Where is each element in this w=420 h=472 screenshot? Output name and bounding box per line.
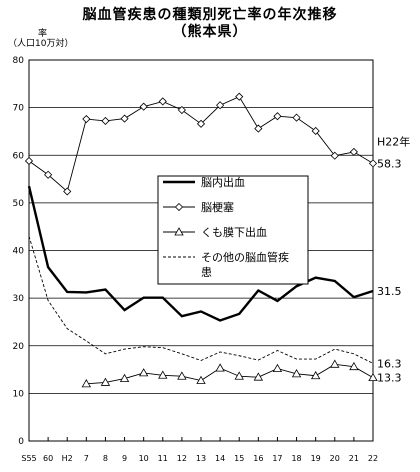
series-line	[28, 236, 374, 364]
data-point	[254, 124, 263, 133]
x-tick-label: S55	[21, 454, 36, 463]
data-point	[368, 372, 378, 382]
x-tick-label: 60	[43, 454, 53, 463]
y-axis-ticks: 0 10 20 30 40 50 60 70 80	[13, 56, 25, 447]
x-tick-label: 14	[215, 454, 225, 463]
data-point	[368, 159, 378, 168]
data-point	[272, 363, 283, 373]
chart-subtitle: （熊本県）	[172, 24, 248, 40]
data-point	[291, 369, 302, 378]
y-axis-label: 率	[38, 29, 48, 39]
y-tick-label: 0	[18, 437, 24, 447]
legend-label: くも膜下出血	[201, 225, 267, 239]
data-point	[235, 92, 244, 101]
end-labels: 31.5 58.3 13.3 16.3 H22年	[377, 134, 410, 384]
data-point	[310, 370, 321, 380]
series-line	[27, 185, 374, 322]
y-tick-label: 30	[13, 294, 25, 304]
y-tick-label: 20	[13, 342, 25, 352]
data-point	[349, 147, 358, 156]
legend-label-continued: 患	[201, 266, 212, 279]
data-point	[139, 102, 148, 111]
legend-box	[157, 175, 309, 285]
data-point	[330, 151, 339, 160]
data-point	[349, 361, 359, 371]
data-point	[273, 112, 282, 121]
data-point	[82, 114, 91, 124]
data-point	[196, 119, 206, 128]
series-end-label: 13.3	[377, 372, 402, 385]
data-point	[158, 97, 167, 106]
y-tick-label: 10	[13, 389, 25, 399]
legend-label: 脳内出血	[201, 175, 245, 189]
chart-title: 脳血管疾患の種類別死亡率の年次推移	[82, 7, 338, 23]
x-tick-label: 17	[272, 454, 282, 463]
legend-label: 脳梗塞	[201, 200, 234, 214]
x-tick-label: 19	[311, 454, 321, 463]
data-point	[24, 156, 34, 166]
data-point	[63, 187, 72, 196]
data-point	[196, 375, 206, 384]
x-tick-label: 9	[122, 454, 127, 463]
x-tick-label: 15	[234, 454, 244, 463]
x-axis-ticks: S55 60 H2 7 8 9 10 11 12 13 14 15 16 17 18 19 20 21 22	[21, 437, 378, 463]
series-line	[86, 363, 374, 385]
data-point	[119, 373, 130, 383]
x-tick-label: 18	[291, 454, 301, 463]
data-point	[158, 370, 168, 379]
x-tick-label: 21	[349, 454, 359, 463]
x-tick-label: 12	[177, 454, 187, 463]
x-tick-label: 8	[103, 454, 108, 463]
y-tick-label: 60	[13, 151, 25, 161]
y-axis-unit-label: （人口10万対）	[8, 39, 74, 49]
data-point	[330, 359, 340, 368]
data-point	[177, 105, 186, 115]
series-end-label: 31.5	[377, 285, 402, 298]
data-point	[311, 126, 320, 136]
data-point	[81, 379, 92, 388]
x-tick-label: 22	[368, 454, 378, 463]
x-tick-label: 7	[84, 454, 89, 463]
y-tick-label: 40	[13, 247, 25, 257]
series-markers	[24, 92, 378, 388]
data-point	[120, 114, 129, 123]
legend-marker	[174, 202, 184, 212]
data-point	[292, 113, 301, 122]
data-point	[234, 371, 244, 380]
x-tick-label: 10	[139, 454, 149, 463]
data-point	[44, 170, 53, 179]
x-tick-label: 16	[253, 454, 263, 463]
legend-marker	[174, 227, 184, 236]
data-point	[177, 371, 187, 380]
x-tick-label: 13	[196, 454, 206, 463]
x-tick-label: 11	[158, 454, 168, 463]
y-tick-label: 80	[13, 56, 25, 66]
data-point	[216, 101, 225, 110]
legend-label: その他の脳血管疾	[201, 250, 289, 264]
data-point	[138, 368, 149, 377]
series-end-label: 16.3	[377, 357, 402, 370]
data-point	[100, 377, 111, 386]
data-point	[215, 363, 225, 372]
y-tick-label: 50	[13, 199, 25, 209]
year-label: H22年	[377, 134, 410, 148]
data-point	[253, 372, 264, 381]
series-end-label: 58.3	[377, 157, 402, 170]
y-tick-label: 70	[13, 104, 25, 114]
x-tick-label: 20	[330, 454, 340, 463]
x-tick-label: H2	[62, 454, 73, 463]
data-point	[101, 116, 110, 126]
